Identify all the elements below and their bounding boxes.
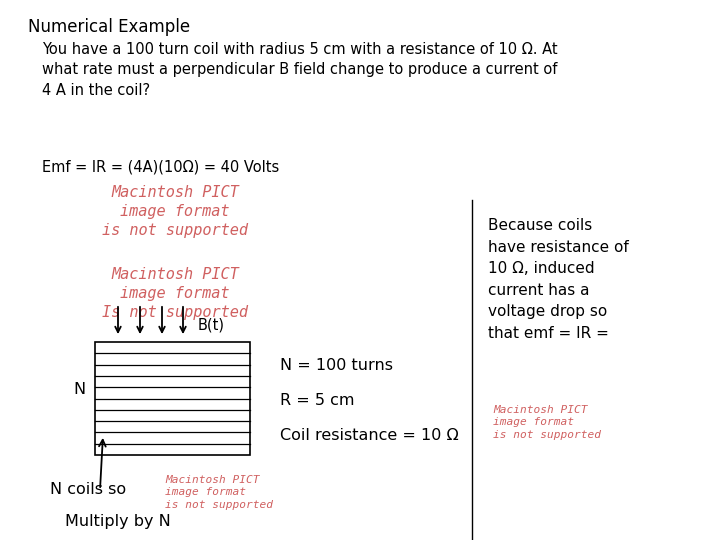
Text: Macintosh PICT
image format
is not supported: Macintosh PICT image format is not suppo… bbox=[102, 185, 248, 238]
Text: Numerical Example: Numerical Example bbox=[28, 18, 190, 36]
Text: Macintosh PICT
image format
is not supported: Macintosh PICT image format is not suppo… bbox=[165, 475, 273, 510]
Text: R = 5 cm: R = 5 cm bbox=[280, 393, 354, 408]
Text: Coil resistance = 10 Ω: Coil resistance = 10 Ω bbox=[280, 428, 459, 443]
Text: Multiply by N: Multiply by N bbox=[65, 514, 171, 529]
Text: B(t): B(t) bbox=[198, 318, 225, 333]
Text: Macintosh PICT
image format
is not supported: Macintosh PICT image format is not suppo… bbox=[493, 405, 601, 440]
Text: Macintosh PICT
image format
Is not supported: Macintosh PICT image format Is not suppo… bbox=[102, 267, 248, 320]
Bar bbox=[95, 342, 250, 455]
Text: You have a 100 turn coil with radius 5 cm with a resistance of 10 Ω. At
what rat: You have a 100 turn coil with radius 5 c… bbox=[42, 42, 557, 98]
Text: N = 100 turns: N = 100 turns bbox=[280, 358, 393, 373]
Text: Because coils
have resistance of
10 Ω, induced
current has a
voltage drop so
tha: Because coils have resistance of 10 Ω, i… bbox=[488, 218, 629, 341]
Text: N: N bbox=[73, 382, 85, 397]
Text: N coils so: N coils so bbox=[50, 482, 126, 497]
Text: Emf = IR = (4A)(10Ω) = 40 Volts: Emf = IR = (4A)(10Ω) = 40 Volts bbox=[42, 160, 279, 175]
